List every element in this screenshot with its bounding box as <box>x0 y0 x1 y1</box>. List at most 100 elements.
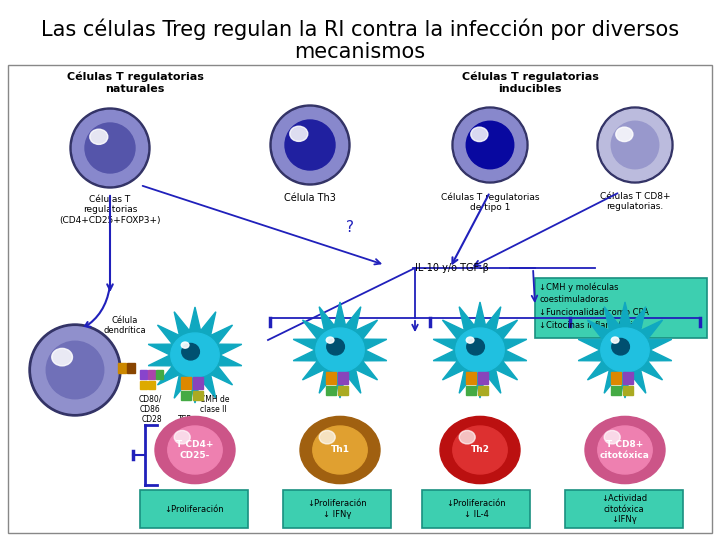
Ellipse shape <box>168 426 222 474</box>
Ellipse shape <box>289 126 308 141</box>
Ellipse shape <box>312 426 367 474</box>
Ellipse shape <box>70 108 150 188</box>
Bar <box>338 386 348 395</box>
Bar <box>193 377 203 389</box>
Ellipse shape <box>598 426 652 474</box>
Text: mecanismos: mecanismos <box>294 42 426 62</box>
Text: IL-10 y/o TGF-β: IL-10 y/o TGF-β <box>415 263 489 273</box>
Ellipse shape <box>467 339 485 355</box>
Ellipse shape <box>327 339 344 355</box>
Ellipse shape <box>471 127 488 141</box>
Ellipse shape <box>181 342 189 348</box>
Ellipse shape <box>174 430 190 444</box>
Text: Th2: Th2 <box>470 446 490 455</box>
Text: CD80/
CD86: CD80/ CD86 <box>138 395 162 414</box>
Ellipse shape <box>452 107 528 183</box>
Bar <box>8 65 712 533</box>
Text: TCR: TCR <box>178 415 192 424</box>
Text: Las células Treg regulan la RI contra la infección por diversos: Las células Treg regulan la RI contra la… <box>41 18 679 39</box>
FancyBboxPatch shape <box>422 490 530 528</box>
Polygon shape <box>148 307 242 403</box>
Ellipse shape <box>604 430 620 444</box>
Bar <box>623 372 633 384</box>
Text: ↓Proliferación
↓ IL-4: ↓Proliferación ↓ IL-4 <box>446 500 506 519</box>
Bar <box>140 370 147 379</box>
FancyBboxPatch shape <box>283 490 391 528</box>
Ellipse shape <box>319 430 336 444</box>
Bar <box>466 386 476 395</box>
Ellipse shape <box>467 122 514 168</box>
Ellipse shape <box>285 120 335 170</box>
Bar <box>148 381 155 389</box>
Text: ↓CMH y moléculas: ↓CMH y moléculas <box>539 282 618 292</box>
Bar <box>140 381 147 389</box>
Text: CTLA4: CTLA4 <box>91 361 115 369</box>
Bar <box>148 370 155 379</box>
Text: CD28: CD28 <box>142 415 162 424</box>
Bar <box>181 391 191 400</box>
Text: Th1: Th1 <box>330 446 349 455</box>
Text: Células T regulatorias
inducibles: Células T regulatorias inducibles <box>462 72 598 94</box>
Ellipse shape <box>46 341 104 399</box>
Ellipse shape <box>29 324 121 416</box>
Bar <box>611 386 621 395</box>
Ellipse shape <box>612 339 629 355</box>
Ellipse shape <box>270 105 350 185</box>
Ellipse shape <box>32 327 118 413</box>
Ellipse shape <box>73 110 148 186</box>
Text: Células T
regulatorias
(CD4+CD25+FOXP3+): Células T regulatorias (CD4+CD25+FOXP3+) <box>59 195 161 225</box>
Bar <box>326 386 336 395</box>
Bar <box>193 391 203 400</box>
FancyBboxPatch shape <box>565 490 683 528</box>
Ellipse shape <box>316 328 364 372</box>
Text: ↓Funcionalidad como CPA: ↓Funcionalidad como CPA <box>539 308 649 317</box>
Ellipse shape <box>611 337 619 343</box>
Polygon shape <box>578 302 672 398</box>
Polygon shape <box>293 302 387 398</box>
Bar <box>156 370 163 379</box>
Bar <box>118 363 126 373</box>
Bar <box>478 386 488 395</box>
Text: coestimuladoras: coestimuladoras <box>539 295 608 304</box>
Ellipse shape <box>454 109 526 181</box>
Bar <box>326 372 336 384</box>
Bar <box>127 363 135 373</box>
Bar <box>181 377 191 389</box>
FancyBboxPatch shape <box>140 490 248 528</box>
Ellipse shape <box>600 328 649 372</box>
Text: ↓Actividad
citotóxica
↓IFNγ: ↓Actividad citotóxica ↓IFNγ <box>601 494 647 524</box>
Ellipse shape <box>599 109 671 181</box>
Ellipse shape <box>585 416 665 484</box>
Polygon shape <box>433 302 527 398</box>
Bar <box>338 372 348 384</box>
Ellipse shape <box>597 107 673 183</box>
Bar <box>623 386 633 395</box>
Ellipse shape <box>453 426 507 474</box>
FancyBboxPatch shape <box>535 278 707 338</box>
Ellipse shape <box>459 430 475 444</box>
Bar <box>611 372 621 384</box>
Bar <box>478 372 488 384</box>
Ellipse shape <box>85 123 135 173</box>
Ellipse shape <box>52 348 73 366</box>
Text: ↓Proliferación
↓ IFNγ: ↓Proliferación ↓ IFNγ <box>307 500 366 519</box>
Text: Células T regulatorias
de tipo 1: Células T regulatorias de tipo 1 <box>441 192 539 212</box>
Ellipse shape <box>326 337 334 343</box>
Text: CMH de
clase II: CMH de clase II <box>200 395 230 414</box>
Text: Células T regulatorias
naturales: Células T regulatorias naturales <box>66 72 204 94</box>
Ellipse shape <box>171 333 219 377</box>
Ellipse shape <box>300 416 380 484</box>
Ellipse shape <box>467 337 474 343</box>
Ellipse shape <box>272 107 348 183</box>
Ellipse shape <box>440 416 520 484</box>
Text: T CD8+
citotóxica: T CD8+ citotóxica <box>600 440 650 460</box>
Text: Célula
dendrítica: Célula dendrítica <box>104 315 146 335</box>
Text: Células T CD8+
regulatorias.: Células T CD8+ regulatorias. <box>600 192 670 211</box>
Bar <box>466 372 476 384</box>
Ellipse shape <box>90 129 108 144</box>
Ellipse shape <box>155 416 235 484</box>
Text: T CD4+
CD25-: T CD4+ CD25- <box>176 440 214 460</box>
Ellipse shape <box>456 328 504 372</box>
Text: ↓Proliferación: ↓Proliferación <box>164 504 224 514</box>
Text: ↓Citocinas inflamatorias: ↓Citocinas inflamatorias <box>539 321 642 330</box>
